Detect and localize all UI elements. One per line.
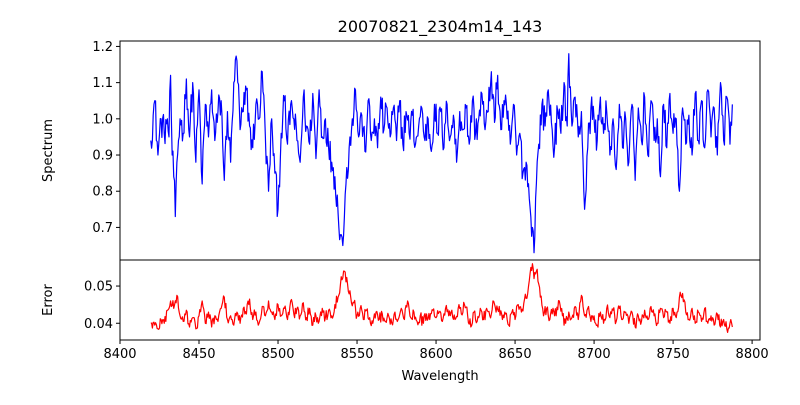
x-tick-label: 8650 [499,347,532,362]
error-y-tick-label: 0.04 [84,317,113,332]
x-tick-label: 8700 [578,347,611,362]
error-y-tick-label: 0.05 [84,280,113,295]
spectrum-y-tick-label: 1.2 [92,40,113,55]
spectrum-y-tick-label: 1.0 [92,112,113,127]
x-tick-label: 8600 [420,347,453,362]
spectrum-axis-label: Spectrum [41,119,56,182]
chart-title: 20070821_2304m14_143 [338,17,543,37]
spectrum-y-tick-label: 0.7 [92,221,113,236]
x-tick-label: 8550 [340,347,373,362]
error-panel: 0.04 0.05 8400 8450 8500 8550 8600 8650 8700 875… [41,259,769,362]
x-tick-label: 8500 [261,347,294,362]
spectrum-y-tick-label: 1.1 [92,76,113,91]
x-tick-label: 8800 [736,347,769,362]
spectrum-panel: 0.7 0.8 0.9 1.0 1.1 1.2 Spectrum [41,40,761,261]
error-axis-label: Error [41,284,56,316]
spectrum-series-line [150,53,733,254]
spectrum-y-tick-label: 0.9 [92,149,113,164]
error-axes-frame [119,259,761,341]
spectrum-y-tick-label: 0.8 [92,185,113,200]
error-series-line [150,263,733,333]
x-axis-label: Wavelength [401,369,478,384]
x-tick-label: 8400 [103,347,136,362]
x-tick-label: 8450 [182,347,215,362]
x-tick-label: 8750 [657,347,690,362]
